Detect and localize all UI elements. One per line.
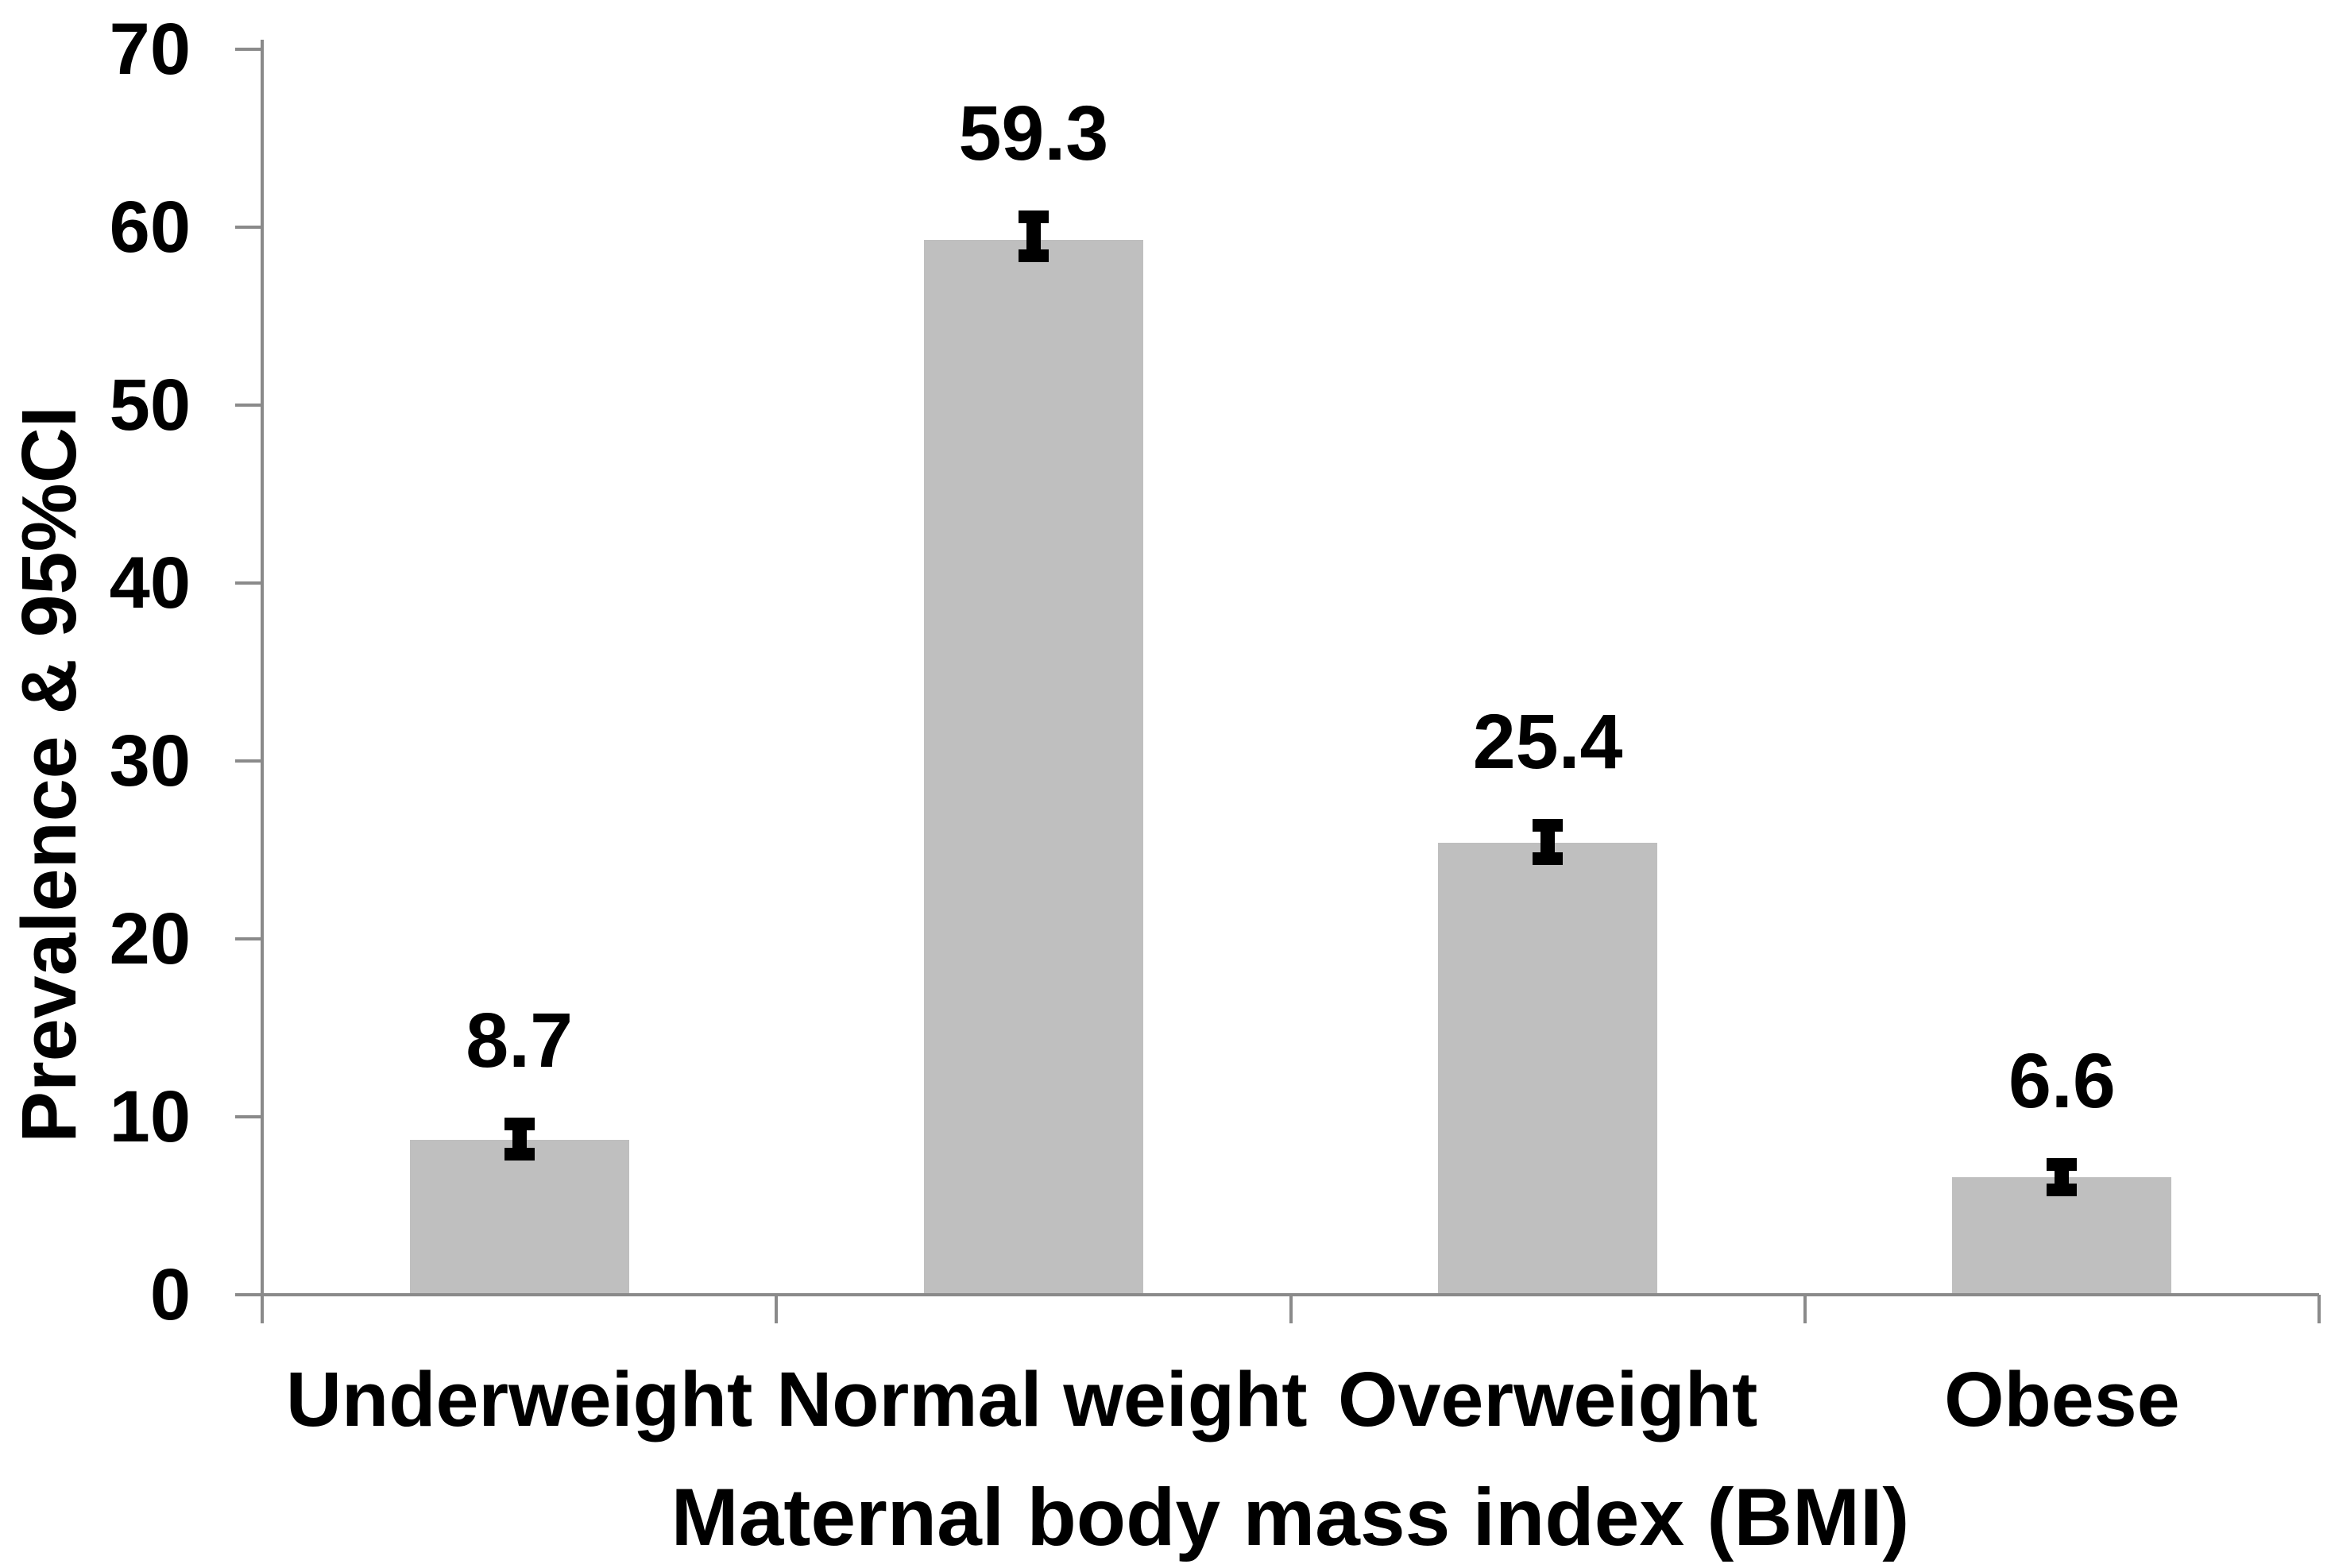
value-label-underweight: 8.7 [466, 996, 574, 1083]
y-tick-label-60: 60 [109, 187, 191, 268]
x-tick-2 [1289, 1295, 1293, 1323]
error-bar-overweight-top-cap [1533, 818, 1564, 832]
bar-normal-weight [923, 239, 1143, 1295]
value-label-normal-weight: 59.3 [958, 89, 1109, 176]
x-tick-3 [1803, 1295, 1807, 1323]
x-tick-1 [775, 1295, 779, 1323]
y-tick-60 [235, 226, 262, 229]
x-axis-title: Maternal body mass index (BMI) [671, 1472, 1910, 1562]
category-label-normal-weight: Normal weight [776, 1356, 1308, 1442]
y-tick-0 [235, 1293, 262, 1296]
category-label-underweight: Underweight [285, 1356, 753, 1442]
y-tick-70 [235, 48, 262, 51]
bar-underweight [409, 1140, 629, 1295]
y-tick-10 [235, 1115, 262, 1118]
category-label-overweight: Overweight [1338, 1356, 1758, 1442]
error-bar-normal-weight-bottom-cap [1018, 249, 1049, 262]
error-bar-underweight-line [512, 1123, 527, 1155]
error-bar-underweight-top-cap [504, 1117, 535, 1130]
error-bar-obese-bottom-cap [2047, 1183, 2078, 1196]
value-label-overweight: 25.4 [1472, 697, 1623, 785]
y-axis-line [261, 40, 264, 1323]
x-tick-4 [2317, 1295, 2321, 1323]
error-bar-overweight-line [1540, 825, 1556, 859]
y-tick-label-50: 50 [109, 365, 191, 446]
y-tick-50 [235, 404, 262, 407]
value-label-obese: 6.6 [2008, 1037, 2116, 1125]
bar-overweight [1438, 843, 1658, 1295]
y-tick-label-30: 30 [109, 720, 191, 801]
y-tick-label-20: 20 [109, 898, 191, 979]
x-axis-line [262, 1293, 2319, 1296]
error-bar-overweight-bottom-cap [1533, 852, 1564, 866]
y-tick-label-0: 0 [149, 1254, 191, 1335]
y-tick-30 [235, 759, 262, 763]
error-bar-obese-top-cap [2047, 1158, 2078, 1172]
category-label-obese: Obese [1944, 1356, 2180, 1442]
y-tick-label-10: 10 [109, 1076, 191, 1157]
error-bar-normal-weight-line [1026, 216, 1041, 256]
error-bar-normal-weight-top-cap [1018, 210, 1049, 223]
y-tick-40 [235, 581, 262, 585]
error-bar-underweight-bottom-cap [504, 1148, 535, 1161]
y-tick-20 [235, 937, 262, 940]
y-tick-label-40: 40 [109, 543, 191, 624]
y-tick-label-70: 70 [109, 9, 191, 90]
bar-obese [1952, 1177, 2172, 1295]
